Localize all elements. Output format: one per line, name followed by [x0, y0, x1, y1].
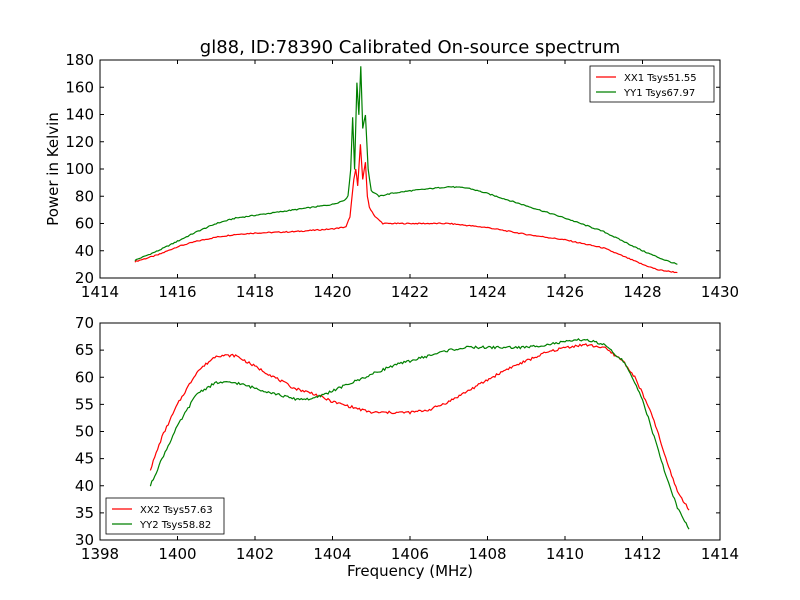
bottom-panel: 1398 1400 1402 1404 1406 1408 1410 1412 1414 30 35… — [75, 314, 739, 563]
series-line-yy — [134, 66, 678, 265]
y-tick-label: 20 — [75, 269, 94, 287]
top-y-axis-label: Power in Kelvin — [44, 112, 62, 226]
x-tick-label: 1412 — [623, 545, 661, 563]
legend: XX2 Tsys57.63 YY2 Tsys58.82 — [105, 497, 225, 535]
legend-box — [105, 497, 225, 535]
x-tick-label: 1428 — [623, 283, 661, 301]
y-tick-label: 140 — [65, 106, 94, 124]
y-tick-label: 180 — [65, 51, 94, 69]
series-line-yy — [149, 337, 690, 530]
y-tick-label: 70 — [75, 314, 94, 332]
legend-label: YY2 Tsys58.82 — [139, 520, 211, 531]
chart-title: gl88, ID:78390 Calibrated On-source spec… — [200, 37, 620, 58]
y-tick-label: 30 — [75, 531, 94, 549]
y-tick-label: 50 — [75, 423, 94, 441]
y-tick-label: 40 — [75, 477, 94, 495]
legend-box — [589, 65, 715, 103]
x-tick-label: 1406 — [391, 545, 429, 563]
y-tick-label: 60 — [75, 368, 94, 386]
series-line-xx — [134, 144, 678, 274]
x-tick-label: 1402 — [236, 545, 274, 563]
x-tick-label: 1408 — [468, 545, 506, 563]
x-tick-label: 1416 — [158, 283, 196, 301]
x-tick-label: 1426 — [546, 283, 584, 301]
x-tick-label: 1422 — [391, 283, 429, 301]
legend-label: YY1 Tsys67.97 — [623, 88, 695, 99]
y-tick-label: 80 — [75, 187, 94, 205]
y-tick-label: 65 — [75, 341, 94, 359]
x-tick-label: 1418 — [236, 283, 274, 301]
x-tick-label: 1420 — [313, 283, 351, 301]
y-tick-label: 100 — [65, 160, 94, 178]
x-tick-label: 1430 — [701, 283, 739, 301]
x-tick-label: 1410 — [546, 545, 584, 563]
y-tick-label: 35 — [75, 504, 94, 522]
legend-label: XX1 Tsys51.55 — [624, 73, 697, 84]
x-tick-label: 1414 — [701, 545, 739, 563]
x-tick-label: 1404 — [313, 545, 351, 563]
y-tick-label: 45 — [75, 450, 94, 468]
y-tick-label: 160 — [65, 78, 94, 96]
x-tick-label: 1398 — [81, 545, 119, 563]
y-tick-label: 120 — [65, 133, 94, 151]
x-tick-label: 1424 — [468, 283, 506, 301]
top-panel: 1414 1416 1418 1420 1422 1424 1426 1428 1430 20 40… — [65, 51, 739, 301]
y-tick-label: 55 — [75, 395, 94, 413]
bottom-x-axis-label: Frequency (MHz) — [347, 562, 473, 580]
series-line-xx — [149, 343, 690, 511]
legend-label: XX2 Tsys57.63 — [140, 505, 213, 516]
x-tick-label: 1414 — [81, 283, 119, 301]
y-tick-label: 60 — [75, 215, 94, 233]
legend: XX1 Tsys51.55 YY1 Tsys67.97 — [589, 65, 715, 103]
y-tick-label: 40 — [75, 242, 94, 260]
x-tick-label: 1400 — [158, 545, 196, 563]
